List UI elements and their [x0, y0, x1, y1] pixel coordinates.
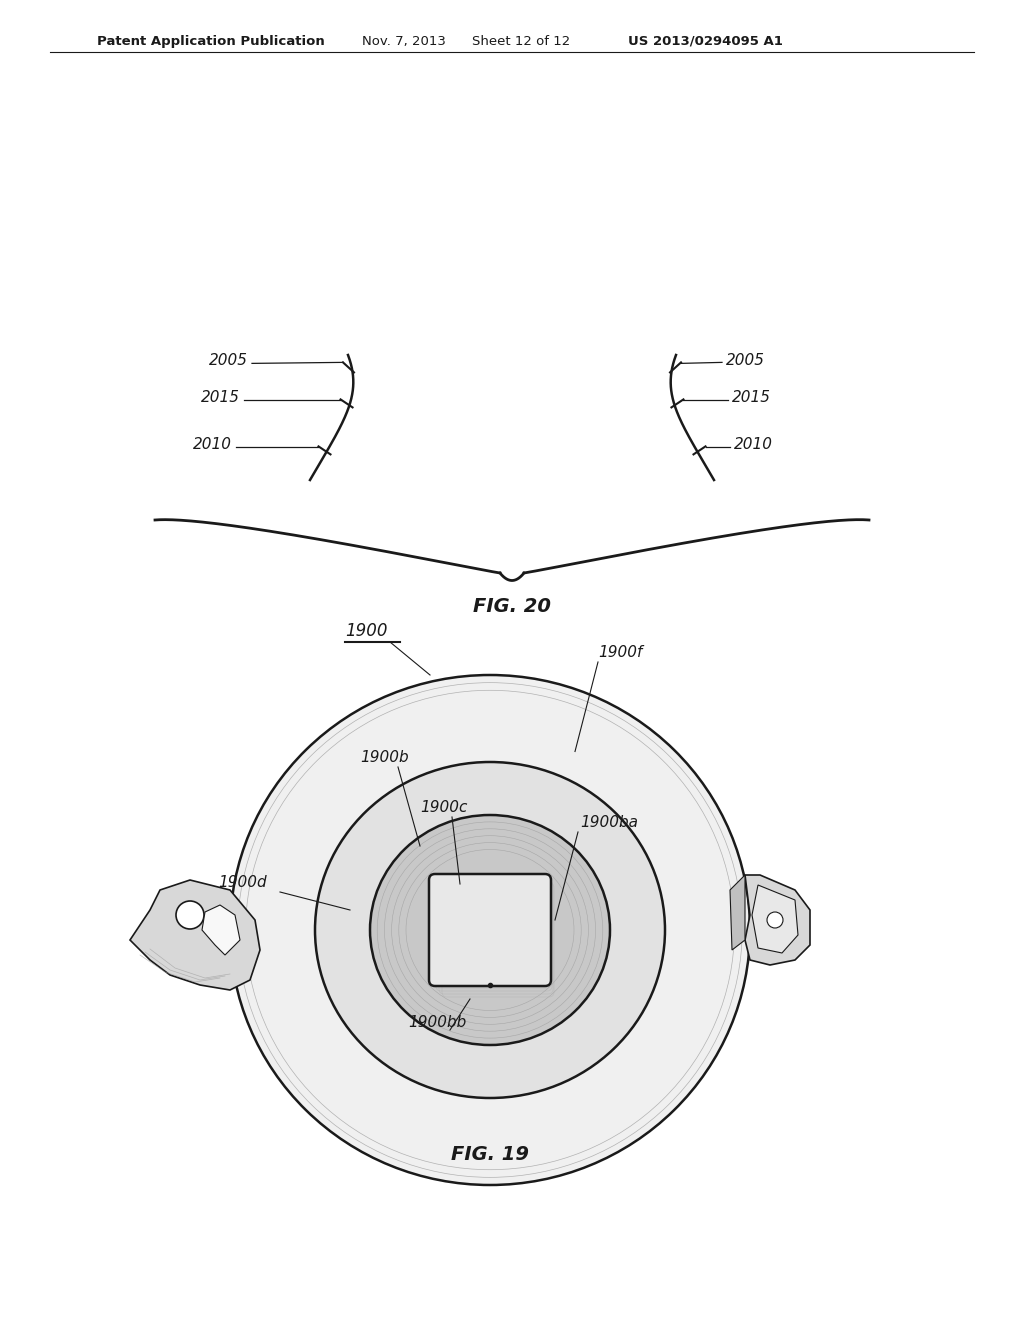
Text: Nov. 7, 2013: Nov. 7, 2013 [362, 36, 445, 48]
Text: Sheet 12 of 12: Sheet 12 of 12 [472, 36, 570, 48]
Polygon shape [202, 906, 240, 954]
Ellipse shape [315, 762, 665, 1098]
Ellipse shape [230, 675, 750, 1185]
Text: 2015: 2015 [732, 389, 771, 405]
Text: FIG. 20: FIG. 20 [473, 597, 551, 616]
Text: 1900: 1900 [345, 622, 387, 640]
Text: 2015: 2015 [201, 389, 240, 405]
Text: 1900bb: 1900bb [408, 1015, 466, 1030]
Text: 2010: 2010 [734, 437, 773, 451]
Circle shape [767, 912, 783, 928]
Text: US 2013/0294095 A1: US 2013/0294095 A1 [628, 36, 783, 48]
Text: 2005: 2005 [209, 352, 248, 368]
Polygon shape [745, 875, 810, 965]
Text: 1900ba: 1900ba [580, 814, 638, 830]
Text: FIG. 19: FIG. 19 [451, 1144, 529, 1164]
Text: 1900c: 1900c [420, 800, 467, 814]
Polygon shape [130, 880, 260, 990]
Text: 2005: 2005 [726, 352, 765, 368]
Text: 1900b: 1900b [360, 750, 409, 766]
Text: 2010: 2010 [193, 437, 232, 451]
Text: 1900d: 1900d [218, 875, 266, 890]
Ellipse shape [370, 814, 610, 1045]
Polygon shape [752, 884, 798, 953]
Text: 1900f: 1900f [598, 645, 642, 660]
FancyBboxPatch shape [429, 874, 551, 986]
Text: Patent Application Publication: Patent Application Publication [97, 36, 325, 48]
Polygon shape [730, 875, 745, 950]
Circle shape [176, 902, 204, 929]
